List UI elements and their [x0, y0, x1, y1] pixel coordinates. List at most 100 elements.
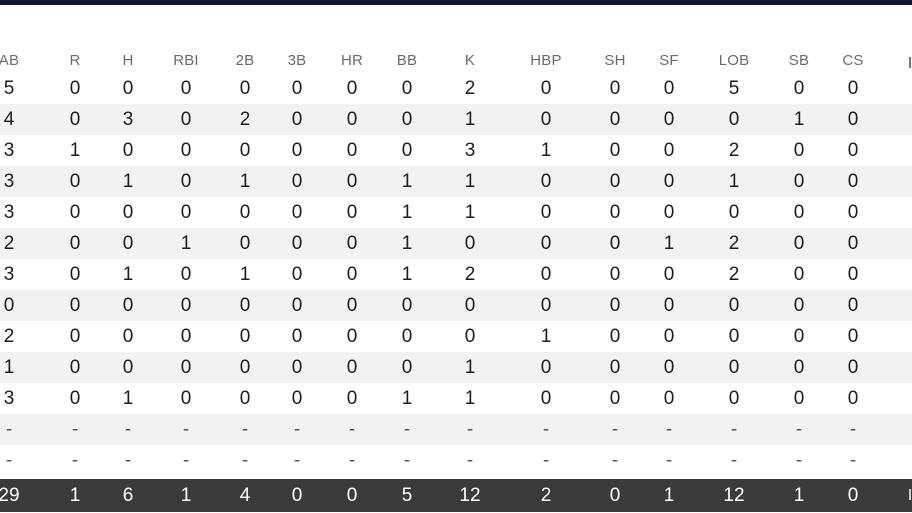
stat-cell-h: 0 [122, 202, 134, 223]
stat-cell-lob: 0 [728, 326, 740, 347]
stat-cell-3b: 0 [291, 140, 303, 161]
table-row: --------------- [0, 445, 912, 476]
column-header-k[interactable]: K [464, 52, 476, 69]
stat-cell-3b: 0 [291, 357, 303, 378]
table-row: 3 1 0 0 0 0 0 0 3 1 0 0 2 0 0 [0, 135, 912, 166]
total-cell-cs: 0 [847, 485, 859, 506]
stat-cell-sf: 0 [663, 326, 675, 347]
stat-cell-cs: - [849, 419, 857, 440]
stat-cell-lob: 0 [728, 388, 740, 409]
stat-cell-h: 0 [122, 140, 134, 161]
stat-cell-sf: 1 [663, 233, 675, 254]
column-header-hr[interactable]: HR [340, 52, 364, 69]
stat-cell-hbp: 0 [540, 233, 552, 254]
table-row: 3 0 0 0 0 0 0 1 1 0 0 0 0 0 0 [0, 197, 912, 228]
total-cell-3b: 0 [291, 485, 303, 506]
stat-cell-2b: 0 [239, 78, 251, 99]
stat-cell-h: - [124, 450, 132, 471]
stat-cell-bb: 1 [401, 202, 413, 223]
stat-cell-sf: 0 [663, 109, 675, 130]
total-cell-sf: 1 [663, 485, 675, 506]
stat-cell-sh: 0 [609, 233, 621, 254]
stat-cell-ab: 1 [3, 357, 15, 378]
stat-cell-bb: 1 [401, 233, 413, 254]
stat-cell-h: 0 [122, 78, 134, 99]
stat-cell-ab: - [5, 419, 13, 440]
stat-cell-lob: - [730, 419, 738, 440]
column-header-lob[interactable]: LOB [718, 52, 750, 69]
top-border [0, 0, 912, 5]
stat-cell-lob: 1 [728, 171, 740, 192]
stat-cell-sb: 1 [793, 109, 805, 130]
total-cell-hr: 0 [346, 485, 358, 506]
stat-cell-sh: 0 [609, 388, 621, 409]
stat-cell-hr: 0 [346, 233, 358, 254]
stat-cell-ab: 4 [3, 109, 15, 130]
stat-cell-sb: 0 [793, 357, 805, 378]
stat-cell-r: 0 [69, 78, 81, 99]
stat-cell-k: 1 [464, 171, 476, 192]
stat-cell-rbi: 0 [180, 171, 192, 192]
stat-cell-sb: - [795, 419, 803, 440]
stat-cell-sf: 0 [663, 202, 675, 223]
total-cell-hbp: 2 [540, 485, 552, 506]
stat-cell-sb: 0 [793, 326, 805, 347]
stat-cell-2b: 0 [239, 233, 251, 254]
column-header-sh[interactable]: SH [604, 52, 626, 69]
stat-cell-hr: 0 [346, 171, 358, 192]
stat-cell-sh: 0 [609, 109, 621, 130]
column-header-2b[interactable]: 2B [235, 52, 255, 69]
total-cell-h: 6 [122, 485, 134, 506]
stat-cell-sh: 0 [609, 326, 621, 347]
stat-cell-cs: 0 [847, 202, 859, 223]
column-header-ab[interactable]: AB [0, 52, 20, 69]
table-row: 3 0 1 0 0 0 0 1 1 0 0 0 0 0 0 [0, 383, 912, 414]
stat-cell-k: 0 [464, 326, 476, 347]
stat-cell-k: 0 [464, 295, 476, 316]
column-header-sb[interactable]: SB [788, 52, 810, 69]
stat-cell-hr: 0 [346, 264, 358, 285]
stat-cell-3b: 0 [291, 295, 303, 316]
stat-cell-sb: 0 [793, 78, 805, 99]
column-header-bb[interactable]: BB [396, 52, 418, 69]
stat-cell-3b: 0 [291, 78, 303, 99]
stat-cell-sf: 0 [663, 140, 675, 161]
stat-cell-hbp: 1 [540, 326, 552, 347]
total-cell-bb: 5 [401, 485, 413, 506]
stat-cell-k: - [466, 419, 474, 440]
stat-cell-h: 0 [122, 295, 134, 316]
stat-cell-k: 1 [464, 109, 476, 130]
column-header-3b[interactable]: 3B [287, 52, 307, 69]
stat-cell-bb: 0 [401, 326, 413, 347]
column-header-rbi[interactable]: RBI [173, 52, 199, 69]
stat-cell-sh: 0 [609, 140, 621, 161]
column-header-cs[interactable]: CS [842, 52, 864, 69]
stat-cell-hbp: 1 [540, 140, 552, 161]
stat-cell-hr: 0 [346, 78, 358, 99]
table-row: 5 0 0 0 0 0 0 0 2 0 0 0 5 0 0 [0, 73, 912, 104]
stat-cell-sf: 0 [663, 171, 675, 192]
stat-cell-hr: 0 [346, 326, 358, 347]
stat-cell-cs: 0 [847, 388, 859, 409]
stat-cell-rbi: 0 [180, 109, 192, 130]
clipped-column-edge [909, 57, 911, 68]
stat-cell-cs: 0 [847, 109, 859, 130]
column-header-h[interactable]: H [122, 52, 134, 69]
stat-cell-h: 0 [122, 233, 134, 254]
stat-cell-k: 3 [464, 140, 476, 161]
column-header-hbp[interactable]: HBP [530, 52, 562, 69]
column-header-r[interactable]: R [69, 52, 81, 69]
stat-cell-sb: 0 [793, 388, 805, 409]
stat-cell-sf: 0 [663, 295, 675, 316]
stat-cell-sf: - [665, 450, 673, 471]
total-cell-k: 12 [459, 485, 481, 506]
stat-cell-sh: 0 [609, 78, 621, 99]
total-cell-2b: 4 [239, 485, 251, 506]
column-header-sf[interactable]: SF [659, 52, 679, 69]
stat-cell-sf: 0 [663, 264, 675, 285]
stat-cell-lob: 2 [728, 264, 740, 285]
stat-cell-ab: 5 [3, 78, 15, 99]
totals-row: 29 1 6 1 4 0 0 5 12 2 0 1 12 1 0 [0, 479, 912, 512]
stat-cell-cs: 0 [847, 326, 859, 347]
